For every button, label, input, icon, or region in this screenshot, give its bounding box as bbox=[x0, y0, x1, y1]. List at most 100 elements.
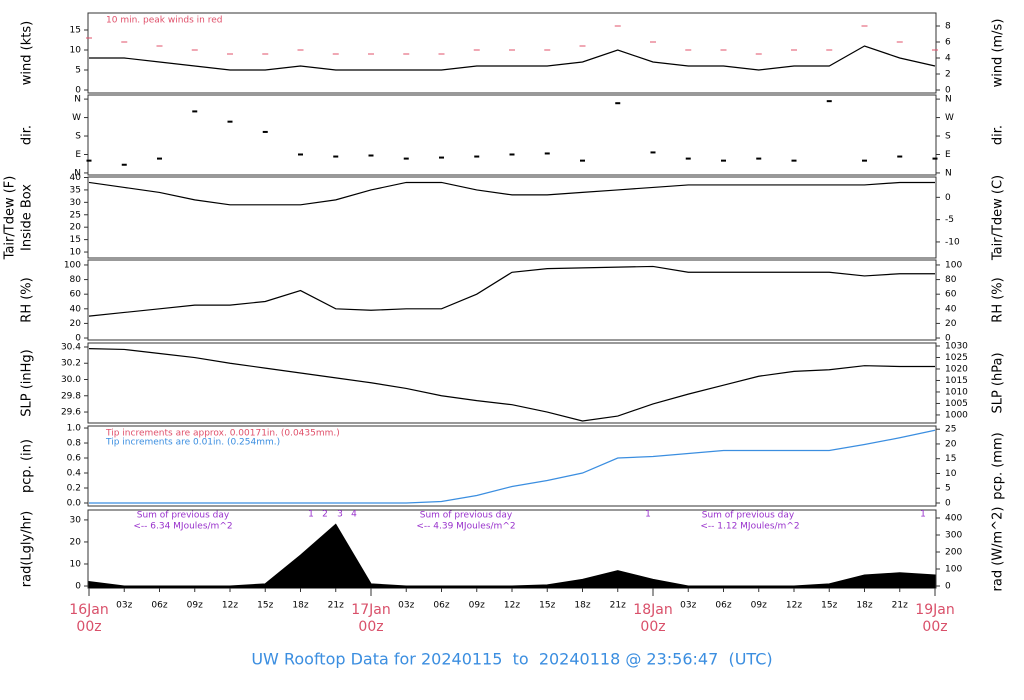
point bbox=[333, 155, 339, 158]
x-tick-label: 15z bbox=[539, 601, 555, 611]
x-tick-label: 03z bbox=[116, 601, 132, 611]
x-tick-label: 12z bbox=[786, 601, 802, 611]
y-tick-label: 20 bbox=[70, 319, 82, 329]
y2-tick-label: S bbox=[945, 132, 951, 142]
y-tick-label: 0.0 bbox=[67, 499, 82, 509]
y-axis-label: RH (%) bbox=[20, 277, 35, 322]
point bbox=[192, 110, 198, 113]
y-tick-label: 30 bbox=[70, 198, 82, 208]
y2-axis-label: wind (m/s) bbox=[991, 19, 1006, 88]
x-tick-label: 06z bbox=[715, 601, 731, 611]
point bbox=[580, 159, 585, 162]
y2-tick-label: -10 bbox=[945, 237, 960, 247]
y2-tick-label: 4 bbox=[945, 54, 951, 64]
point bbox=[157, 157, 162, 160]
point bbox=[227, 120, 233, 123]
x-day-label: 19Jan bbox=[915, 602, 954, 618]
y2-axis-label: pcp. (mm) bbox=[991, 432, 1006, 499]
point bbox=[403, 157, 409, 160]
x-tick-label: 06z bbox=[151, 601, 167, 611]
y2-tick-label: N bbox=[945, 168, 952, 178]
x-tick-label: 06z bbox=[433, 601, 449, 611]
x-tick-label: 18z bbox=[574, 601, 590, 611]
chart-title: UW Rooftop Data for 20240115 to 20240118… bbox=[251, 650, 772, 669]
x-day-hour: 00z bbox=[358, 619, 383, 635]
y2-tick-label: E bbox=[945, 150, 951, 160]
line bbox=[88, 181, 935, 206]
y2-tick-label: 200 bbox=[945, 547, 962, 557]
y2-tick-label: W bbox=[945, 113, 954, 123]
y-tick-label: 100 bbox=[64, 260, 81, 270]
y2-tick-label: 100 bbox=[945, 260, 962, 270]
annotation: 10 min. peak winds in red bbox=[106, 16, 223, 26]
x-tick-label: 15z bbox=[257, 601, 273, 611]
x-tick-label: 03z bbox=[680, 601, 696, 611]
y2-tick-label: 80 bbox=[945, 275, 957, 285]
y-tick-label: 25 bbox=[70, 210, 81, 220]
panel-frame bbox=[87, 259, 937, 341]
y2-tick-label: 15 bbox=[945, 454, 956, 464]
annotation: 2 bbox=[322, 510, 328, 520]
annotation: Tip increments are approx. 0.00171in. (0… bbox=[105, 429, 340, 439]
y2-axis-label: RH (%) bbox=[991, 277, 1006, 322]
y2-tick-label: 5 bbox=[945, 484, 951, 494]
y-tick-label: 40 bbox=[70, 173, 82, 183]
x-tick-label: 09z bbox=[751, 601, 767, 611]
point bbox=[897, 155, 903, 158]
point bbox=[262, 130, 268, 133]
y2-tick-label: 0 bbox=[945, 86, 951, 96]
x-tick-label: 21z bbox=[610, 601, 626, 611]
y2-tick-label: 10 bbox=[945, 469, 957, 479]
annotation: Tip increments are 0.01in. (0.254mm.) bbox=[105, 438, 280, 448]
y-tick-label: 0.8 bbox=[67, 439, 82, 449]
annotation: 1 bbox=[920, 510, 926, 520]
annotation: Sum of previous day bbox=[137, 511, 230, 521]
x-tick-label: 15z bbox=[821, 601, 837, 611]
point bbox=[862, 159, 867, 162]
y-tick-label: 0 bbox=[75, 86, 81, 96]
y2-tick-label: 1030 bbox=[945, 341, 968, 351]
y2-tick-label: 1005 bbox=[945, 399, 968, 409]
line bbox=[89, 45, 936, 71]
y2-tick-label: 60 bbox=[945, 290, 957, 300]
y-tick-label: 40 bbox=[70, 304, 82, 314]
annotation: Sum of previous day bbox=[702, 511, 795, 521]
annotation: <-- 1.12 MJoules/m^2 bbox=[700, 522, 799, 532]
point bbox=[791, 159, 797, 162]
point bbox=[650, 151, 656, 154]
point bbox=[121, 163, 127, 166]
y2-tick-label: -5 bbox=[945, 215, 954, 225]
y-tick-label: 0 bbox=[75, 334, 81, 344]
area bbox=[88, 523, 936, 589]
annotation: 4 bbox=[351, 510, 357, 520]
x-tick-label: 09z bbox=[187, 601, 203, 611]
y-axis-label: dir. bbox=[20, 125, 35, 145]
y2-tick-label: 400 bbox=[945, 513, 962, 523]
x-day-label: 17Jan bbox=[351, 602, 390, 618]
y-axis-label: wind (kts) bbox=[20, 21, 35, 85]
line bbox=[88, 348, 935, 422]
y-tick-label: 0.2 bbox=[67, 484, 81, 494]
line bbox=[88, 265, 935, 317]
x-day-hour: 00z bbox=[76, 619, 101, 635]
y-tick-label: 10 bbox=[70, 46, 82, 56]
y-tick-label: 30.4 bbox=[61, 342, 81, 352]
annotation: 1 bbox=[645, 510, 651, 520]
x-tick-label: 21z bbox=[328, 601, 344, 611]
x-tick-label: 21z bbox=[892, 601, 908, 611]
x-tick-label: 12z bbox=[504, 601, 520, 611]
y-axis-label: rad(Lgly/hr) bbox=[20, 511, 35, 587]
y2-tick-label: 100 bbox=[945, 564, 962, 574]
y2-tick-label: 25 bbox=[945, 425, 956, 435]
y2-axis-label: rad (W/m^2) bbox=[991, 507, 1006, 592]
y-tick-label: 29.8 bbox=[61, 391, 81, 401]
point bbox=[368, 154, 374, 157]
y2-tick-label: 0 bbox=[945, 499, 951, 509]
point bbox=[826, 100, 832, 103]
y2-tick-label: 6 bbox=[945, 38, 951, 48]
point bbox=[298, 153, 303, 156]
y2-tick-label: 1000 bbox=[945, 410, 968, 420]
x-day-hour: 00z bbox=[922, 619, 947, 635]
y2-axis-label: SLP (hPa) bbox=[991, 352, 1006, 413]
y-axis-label: SLP (inHg) bbox=[20, 349, 35, 417]
